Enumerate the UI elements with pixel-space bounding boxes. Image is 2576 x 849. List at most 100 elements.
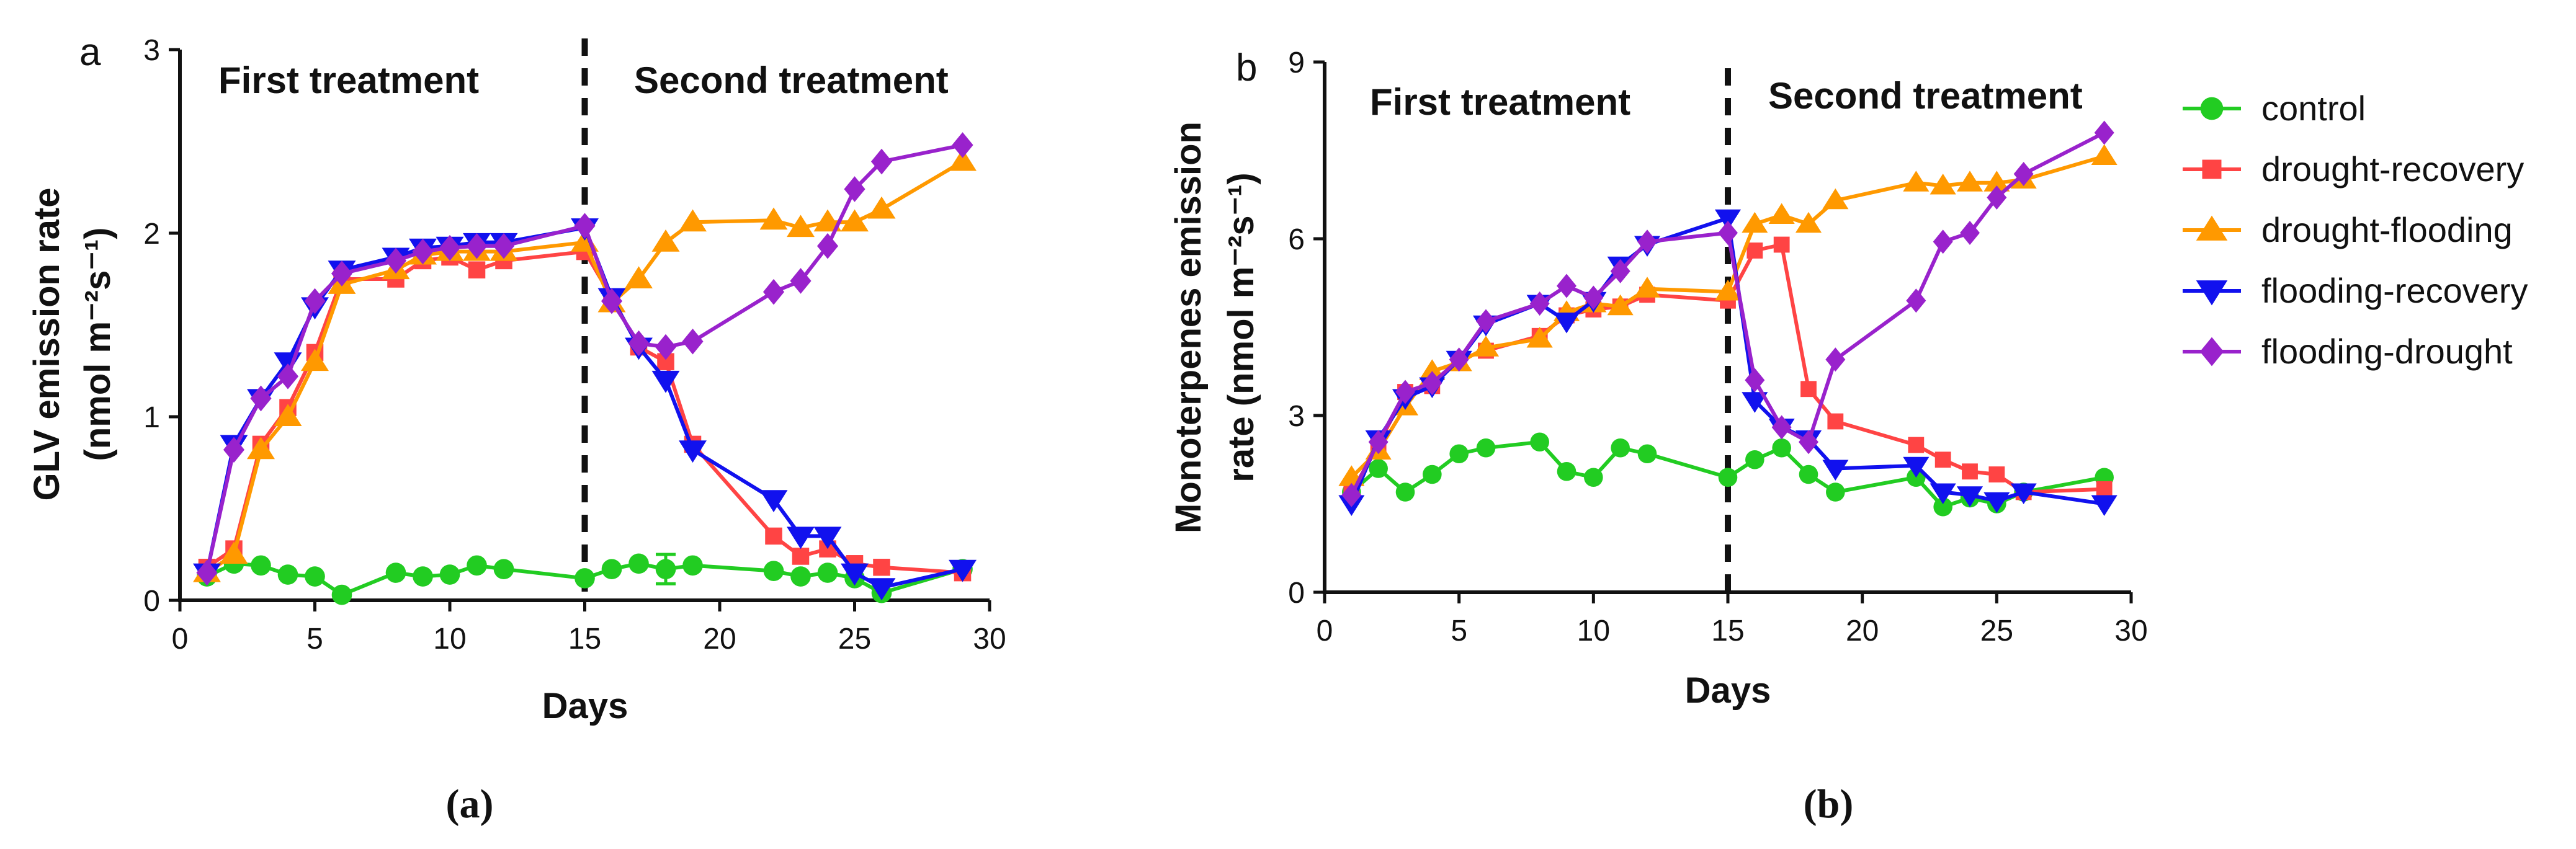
panel-b-y-tick-label: 9 (1288, 47, 1305, 79)
legend-item-flooding-recovery: flooding-recovery (2183, 271, 2528, 310)
panel-b-point-flooding-drought (1476, 309, 1496, 334)
panel-a-point-control (251, 555, 271, 576)
panel-a-point-control (331, 584, 352, 605)
panel-b-point-flooding-drought (1906, 288, 1926, 313)
panel-b-caption: (b) (1804, 781, 1854, 827)
panel-b-x-tick-label: 5 (1451, 615, 1467, 647)
panel-b-line-flooding-drought (1349, 131, 2106, 496)
panel-b-series-control (1342, 432, 2114, 517)
legend-label: flooding-recovery (2261, 271, 2528, 310)
panel-b-point-flooding-recovery (1956, 486, 1983, 507)
legend-label: drought-recovery (2261, 149, 2524, 189)
panel-b-point-flooding-drought (1825, 347, 1846, 372)
panel-a-point-drought-recovery (873, 558, 890, 576)
panel-b-y-tick-label: 6 (1288, 223, 1305, 256)
panel-a-x-tick-label: 10 (433, 623, 466, 656)
panel-a-point-control (439, 564, 460, 585)
panel-b-point-flooding-drought (2013, 162, 2034, 186)
legend-item-flooding-drought: flooding-drought (2183, 332, 2513, 371)
panel-b-ylabel-line2: rate (nmol m⁻²s⁻¹) (1221, 172, 1261, 482)
panel-b-point-drought-flooding (1822, 188, 1849, 210)
panel-b-point-drought-flooding (1714, 280, 1742, 301)
panel-b-point-drought-flooding (1903, 171, 1930, 192)
panel-b-point-drought-recovery (1908, 437, 1925, 453)
panel-b-point-control (1745, 450, 1764, 469)
panel-a-point-flooding-drought (816, 233, 839, 259)
panel-b-point-drought-flooding (2091, 144, 2118, 166)
panel-b-point-flooding-recovery (1742, 392, 1768, 413)
panel-b-point-control (1799, 465, 1818, 484)
panel-a-y-tick-label: 3 (143, 34, 160, 67)
panel-b-point-drought-flooding (1983, 171, 2010, 192)
panel-b-point-drought-flooding (1768, 203, 1795, 224)
panel-b-x-tick-label: 10 (1577, 615, 1610, 647)
panel-a-point-drought-flooding (813, 209, 842, 232)
legend-swatch-marker (2200, 97, 2224, 120)
panel-b-x-tick-label: 20 (1846, 615, 1879, 647)
panel-b-point-drought-recovery (1827, 413, 1844, 430)
panel-a-point-control (790, 566, 811, 587)
panel-b-line-control (1350, 440, 2105, 509)
panel-a-y-tick-label: 0 (143, 585, 160, 618)
panel-b-point-drought-recovery (1988, 466, 2005, 482)
panel-a-point-flooding-drought (763, 278, 785, 305)
panel-b-x-tick-label: 30 (2114, 615, 2147, 647)
panel-a-point-flooding-drought (196, 559, 218, 586)
panel-b-point-flooding-drought (1610, 259, 1630, 283)
panel-a-x-tick-label: 15 (568, 623, 601, 656)
panel-a-point-flooding-drought (385, 247, 407, 274)
panel-a-series-flooding-drought (196, 132, 973, 586)
panel-b-point-flooding-drought (1395, 380, 1415, 404)
panel-b-point-flooding-drought (1529, 291, 1550, 316)
panel-b-point-control (1557, 461, 1576, 481)
panel-a-point-flooding-drought (574, 213, 596, 239)
panel-b-point-control (1611, 438, 1630, 458)
legend-item-drought-recovery: drought-recovery (2183, 149, 2524, 189)
panel-a-series-control (197, 553, 973, 605)
panel-b-point-flooding-recovery (1930, 483, 1956, 504)
legend-swatch-marker (2196, 215, 2228, 241)
panel-b-point-control (1476, 438, 1496, 458)
panel-a-point-control (385, 562, 406, 583)
panel-a-x-tick-label: 5 (306, 623, 323, 656)
panel-b-point-control (1449, 444, 1469, 464)
panel-a-x-tick-label: 20 (703, 623, 736, 656)
panel-a-point-drought-flooding (841, 209, 869, 232)
panel-a-point-drought-flooding (949, 148, 977, 171)
panel-a-point-control (413, 566, 433, 587)
panel-a-point-control (305, 566, 325, 587)
panel-b-point-drought-flooding (1930, 174, 1956, 195)
panel-a-ylabel-line1: GLV emission rate (27, 188, 67, 501)
panel-b-annotation-second: Second treatment (1768, 75, 2083, 117)
legend-swatch-marker (2196, 280, 2228, 306)
panel-b-point-flooding-recovery (1714, 209, 1742, 231)
panel-a-point-flooding-drought (790, 268, 812, 294)
panel-a-point-flooding-drought (844, 176, 865, 202)
panel-a-point-flooding-recovery (787, 527, 815, 549)
panel-a-point-flooding-recovery (759, 490, 788, 512)
panel-a-point-flooding-drought (655, 334, 677, 360)
panel-a-point-flooding-drought (601, 288, 623, 314)
panel-b-point-drought-recovery (1746, 242, 1763, 259)
panel-b-point-flooding-drought (1637, 229, 1657, 254)
panel-a-point-drought-flooding (274, 404, 302, 426)
panel-a-point-control (817, 562, 838, 583)
panel-b-point-drought-flooding (1956, 171, 1983, 192)
panel-b-point-flooding-recovery (1822, 460, 1849, 481)
panel-b-line-drought-flooding (1350, 154, 2105, 479)
panel-b-x-tick-label: 0 (1317, 615, 1333, 647)
panel-a-point-drought-flooding (759, 207, 788, 230)
panel-b-point-drought-flooding (1742, 211, 1768, 233)
panel-a-ylabel: GLV emission rate (nmol m⁻²s⁻¹) (27, 188, 118, 501)
panel-a-caption: (a) (446, 781, 494, 827)
panel-b-x-tick-label: 25 (1980, 615, 2013, 647)
panel-a: a GLV emission rate (nmol m⁻²s⁻¹) First … (27, 31, 1006, 827)
panel-a-y-tick-label: 2 (143, 218, 160, 251)
panel-b: b Monoterpenes emission rate (nmol m⁻²s⁻… (1168, 47, 2148, 827)
panel-b-point-control (1933, 497, 1952, 517)
panel-a-point-drought-recovery (792, 548, 810, 565)
panel-b-point-flooding-drought (1799, 430, 1818, 455)
panel-b-point-drought-flooding (1795, 211, 1822, 233)
panel-a-point-flooding-drought (466, 233, 488, 259)
panel-a-point-drought-flooding (220, 541, 248, 564)
